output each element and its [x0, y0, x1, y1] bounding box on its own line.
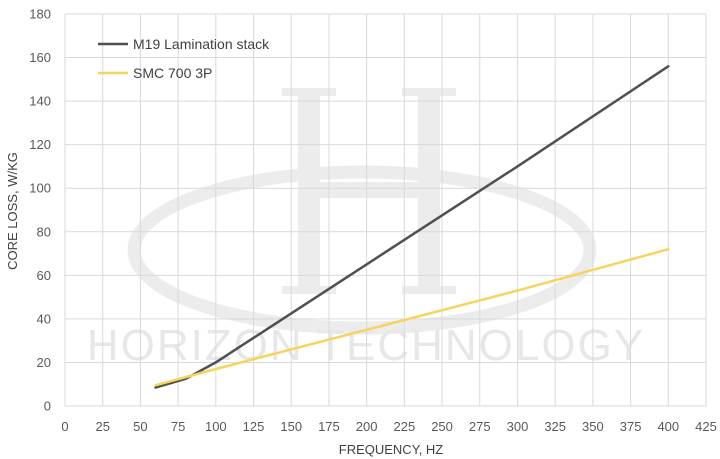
y-tick-label: 180 [29, 7, 51, 22]
legend-label-1: SMC 700 3P [133, 65, 212, 81]
y-tick-label: 20 [37, 355, 51, 370]
x-tick-label: 225 [394, 419, 416, 434]
x-tick-label: 400 [657, 419, 679, 434]
series-line-0 [154, 65, 670, 389]
y-tick-labels: 0 20 40 60 80 100 120 140 160 180 [29, 7, 51, 414]
x-axis-title: FREQUENCY, HZ [339, 442, 444, 457]
x-tick-label: 250 [431, 419, 453, 434]
watermark-h-logo [282, 88, 456, 294]
y-tick-label: 160 [29, 50, 51, 65]
y-tick-label: 60 [37, 268, 51, 283]
x-tick-label: 425 [695, 419, 717, 434]
x-tick-labels: 0 25 50 75 100 125 150 175 200 225 250 275 300 325 350… [61, 419, 716, 434]
horizon-technology-watermark: HORIZON TECHNOLOGY [87, 88, 643, 370]
x-tick-label: 150 [280, 419, 302, 434]
x-tick-label: 100 [205, 419, 227, 434]
watermark-ellipse [127, 165, 597, 335]
y-tick-label: 0 [44, 399, 51, 414]
x-tick-label: 325 [544, 419, 566, 434]
series-lines [154, 65, 670, 389]
x-tick-label: 175 [318, 419, 340, 434]
x-tick-label: 300 [507, 419, 529, 434]
x-tick-label: 0 [61, 419, 68, 434]
x-tick-label: 350 [582, 419, 604, 434]
y-tick-label: 80 [37, 224, 51, 239]
x-tick-label: 275 [469, 419, 491, 434]
x-tick-label: 50 [133, 419, 147, 434]
legend: M19 Lamination stack SMC 700 3P [98, 36, 270, 81]
y-tick-label: 100 [29, 181, 51, 196]
x-tick-label: 75 [171, 419, 185, 434]
series-line-1 [154, 247, 670, 387]
grid [64, 13, 707, 407]
legend-label-0: M19 Lamination stack [133, 36, 270, 52]
x-tick-label: 125 [243, 419, 265, 434]
x-tick-label: 200 [356, 419, 378, 434]
y-tick-label: 40 [37, 311, 51, 326]
x-tick-label: 25 [95, 419, 109, 434]
y-tick-label: 120 [29, 137, 51, 152]
x-tick-label: 375 [620, 419, 642, 434]
y-axis-title: CORE LOSS, W/KG [5, 152, 20, 270]
y-tick-label: 140 [29, 94, 51, 109]
